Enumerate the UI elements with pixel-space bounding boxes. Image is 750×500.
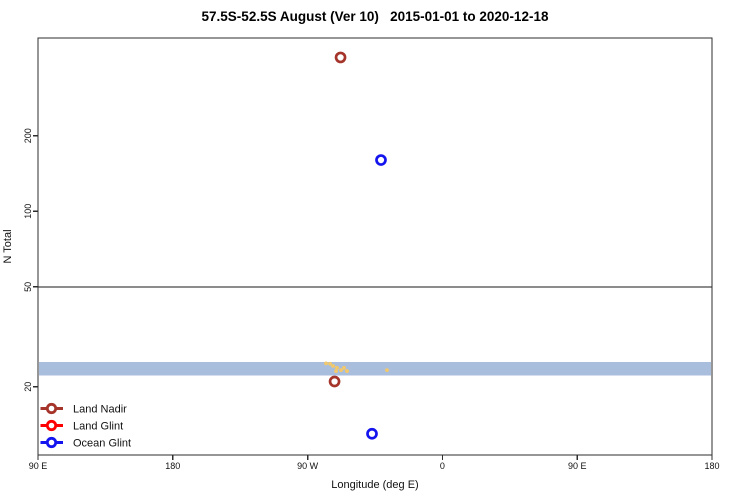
- chart-title: 57.5S-52.5S August (Ver 10) 2015-01-01 t…: [201, 9, 549, 24]
- legend-item-ocean-glint: Ocean Glint: [40, 436, 131, 449]
- scatter-mark: [324, 361, 328, 366]
- x-tick-label: 90 E: [29, 461, 48, 471]
- legend: Land Nadir Land Glint Ocean Glint: [40, 402, 131, 449]
- legend-item-land-glint: Land Glint: [40, 419, 123, 432]
- scatter-mark: [331, 364, 335, 368]
- scatter-mark: [334, 369, 338, 373]
- x-tick-label: 90 E: [568, 461, 587, 471]
- x-axis-title: Longitude (deg E): [331, 479, 418, 491]
- x-tick-label: 0: [440, 461, 445, 471]
- legend-marker-icon: [45, 419, 58, 432]
- legend-label: Land Nadir: [73, 403, 127, 415]
- legend-label: Land Glint: [73, 420, 123, 432]
- y-tick-label: 50: [23, 282, 33, 292]
- scatter-mark: [339, 368, 343, 373]
- plot-border: [37, 37, 713, 456]
- y-axis-title: N Total: [2, 229, 14, 263]
- x-tick-label: 180: [165, 461, 180, 471]
- legend-item-land-nadir: Land Nadir: [40, 402, 127, 415]
- x-tick-label: 90 W: [297, 461, 319, 471]
- data-point: [366, 427, 378, 440]
- legend-label: Ocean Glint: [73, 437, 131, 449]
- small-marks: [324, 361, 389, 373]
- highlight-band: [39, 362, 711, 376]
- scatter-mark: [345, 369, 349, 373]
- data-point: [375, 154, 387, 166]
- data-point: [328, 375, 341, 388]
- legend-marker-icon: [45, 436, 58, 449]
- scatter-mark: [342, 365, 346, 370]
- y-tick-label: 20: [23, 382, 33, 392]
- series-land-nadir: [328, 51, 347, 388]
- scatter-mark: [335, 365, 339, 370]
- x-tick-label: 180: [704, 461, 719, 471]
- y-tick-label: 100: [23, 204, 33, 219]
- data-point: [334, 51, 347, 64]
- y-tick-label: 200: [23, 128, 33, 143]
- scatter-mark: [385, 368, 389, 373]
- scatter-mark: [328, 361, 332, 366]
- legend-marker-icon: [45, 402, 58, 415]
- series-ocean-glint: [366, 154, 387, 440]
